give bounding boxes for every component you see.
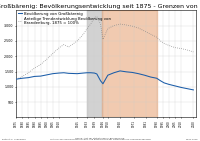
- Title: Großbärenig: Bevölkerungsentwicklung seit 1875 - Grenzen von 2013: Großbärenig: Bevölkerungsentwicklung sei…: [0, 4, 200, 9]
- Text: 01.01.2016: 01.01.2016: [186, 139, 198, 140]
- Text: Erstellt: P. Ullenbruck: Erstellt: P. Ullenbruck: [2, 139, 26, 140]
- Bar: [87, 10, 102, 117]
- Bar: [102, 10, 157, 117]
- Legend: Bevölkerung von Großbärenig, Anteilige Trendentwicklung Bevölkerung von
Brandenb: Bevölkerung von Großbärenig, Anteilige T…: [17, 11, 111, 26]
- Text: Quelle: Amt für Statistik Berlin-Brandenburg,
Historisches Gemeindeverzeichnis u: Quelle: Amt für Statistik Berlin-Branden…: [50, 137, 150, 140]
